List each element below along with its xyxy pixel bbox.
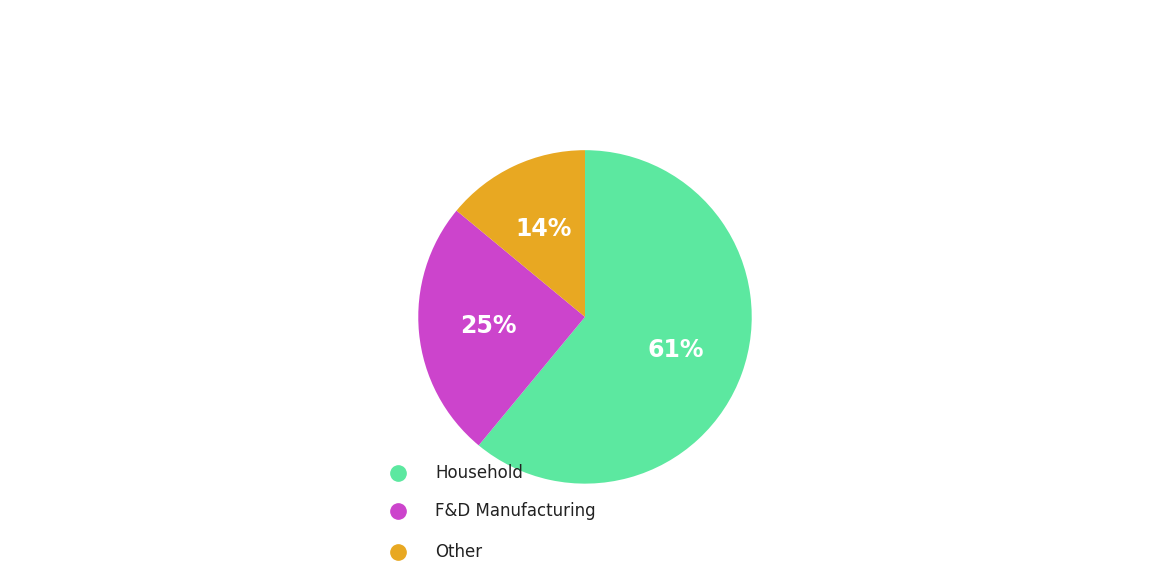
Text: Other: Other	[435, 543, 482, 561]
Wedge shape	[418, 211, 585, 445]
Text: Food waste in Scotland.: Food waste in Scotland.	[435, 24, 735, 44]
Text: 25%: 25%	[461, 314, 517, 338]
Text: 14%: 14%	[516, 218, 572, 242]
Text: 61%: 61%	[648, 337, 704, 361]
Text: F&D Manufacturing: F&D Manufacturing	[435, 502, 596, 520]
Text: Where does it come from?: Where does it come from?	[467, 60, 703, 78]
Wedge shape	[479, 150, 752, 484]
Wedge shape	[456, 150, 585, 317]
Text: Household: Household	[435, 464, 523, 482]
